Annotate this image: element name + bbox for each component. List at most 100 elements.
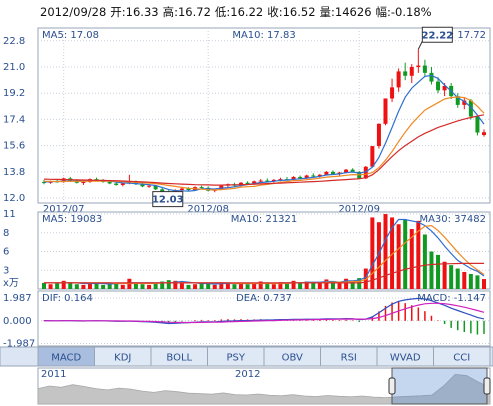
candle-body — [324, 171, 329, 175]
y-tick-label: 11 — [3, 209, 16, 220]
legend-entry: MACD: -1.147 — [417, 293, 486, 304]
y-tick-label: -1.987 — [3, 339, 35, 350]
candle-body — [258, 180, 263, 182]
legend-entry: MA30: 37482 — [419, 214, 486, 225]
quote-label: 高: — [163, 5, 178, 19]
y-tick-label: 22.8 — [3, 36, 25, 47]
overview-window — [391, 367, 488, 405]
legend-entry: MA10: 21321 — [231, 214, 298, 225]
tab-label: WVAD — [390, 353, 421, 364]
candle-body — [107, 182, 112, 184]
quote-value: 16.72 — [178, 5, 211, 19]
volume-bar — [55, 283, 60, 289]
volume-bar — [94, 283, 99, 289]
volume-bar — [475, 275, 480, 289]
candle-body — [140, 184, 145, 187]
quote-label: 收: — [267, 5, 282, 19]
volume-bar — [252, 282, 257, 289]
candle-body — [114, 183, 119, 185]
volume-bar — [311, 282, 316, 289]
candle-body — [376, 123, 381, 147]
quote-value: 14626 — [335, 5, 372, 19]
volume-bar — [455, 268, 460, 289]
volume-bar — [166, 280, 171, 289]
candle-body — [252, 181, 257, 185]
quote-value: 16.52 — [283, 5, 316, 19]
volume-bar — [449, 265, 454, 289]
quote-value: 16.33 — [126, 5, 159, 19]
candle-body — [455, 96, 460, 105]
volume-bar — [245, 284, 250, 289]
tab-label: KDJ — [114, 353, 131, 364]
overview-label: 2011 — [41, 369, 66, 380]
candle-body — [317, 174, 322, 177]
candle-body — [370, 146, 375, 167]
annotation-box — [421, 26, 453, 43]
candle-body — [42, 182, 46, 184]
candle-body — [436, 81, 441, 91]
candle-body — [291, 176, 296, 180]
volume-bar — [179, 283, 184, 289]
window-handle[interactable] — [388, 377, 396, 395]
y-tick-label: 13.8 — [3, 167, 25, 178]
quote-value: -0.18% — [391, 5, 432, 19]
volume-unit: x万 — [3, 278, 19, 289]
volume-bar — [232, 284, 237, 289]
y-tick-label: 1.987 — [3, 293, 32, 304]
candle-body — [271, 179, 276, 182]
candle-body — [429, 72, 434, 82]
x-tick-label: 2012/07 — [43, 204, 85, 215]
volume-bar — [133, 283, 138, 289]
quote-label: 幅: — [376, 5, 391, 19]
volume-bar — [337, 282, 342, 289]
volume-bar — [422, 234, 427, 289]
volume-bar — [317, 282, 322, 289]
volume-bar — [271, 284, 276, 289]
candle-body — [298, 176, 303, 179]
ma-line — [43, 74, 485, 192]
quote-label: 量: — [320, 5, 335, 19]
volume-bar — [147, 284, 152, 289]
panel-frame — [37, 290, 491, 347]
volume-bar — [87, 282, 92, 289]
volume-bar — [212, 284, 217, 289]
candle-body — [396, 71, 401, 88]
volume-bar — [114, 282, 119, 289]
candle-body — [278, 179, 283, 181]
volume-bar — [291, 280, 296, 289]
volume-bar — [81, 284, 86, 289]
candle-body — [61, 178, 66, 183]
volume-bar — [219, 282, 224, 289]
volume-bar — [370, 217, 375, 289]
volume-bar — [442, 261, 447, 289]
volume-bar — [42, 282, 46, 289]
candle-body — [179, 188, 184, 191]
candle-body — [462, 100, 467, 105]
volume-bar — [258, 281, 263, 289]
candle-body — [304, 175, 309, 179]
volume-bar — [416, 220, 421, 289]
candle-body — [265, 180, 270, 182]
volume-bar — [68, 282, 73, 289]
candle-body — [199, 187, 204, 189]
volume-bar — [225, 282, 230, 289]
candle-body — [81, 182, 86, 184]
panel-frame — [37, 211, 491, 290]
tab-label: MACD — [51, 353, 81, 364]
quote-line: 2012/09/28 开:16.33 高:16.72 低:16.22 收:16.52 量:… — [40, 5, 432, 19]
candle-body — [416, 65, 421, 68]
legend-entry: MA10: 17.83 — [232, 30, 295, 41]
y-tick-label: 12.0 — [3, 193, 25, 204]
candle-body — [468, 100, 473, 117]
annotation-box — [152, 191, 184, 208]
window-handle[interactable] — [483, 377, 491, 395]
tab-label: OBV — [282, 353, 303, 364]
volume-bar — [390, 217, 395, 289]
tab-label: RSI — [341, 353, 357, 364]
tab[interactable] — [433, 346, 491, 367]
x-tick-label: 2012/08 — [187, 204, 229, 215]
volume-bar — [107, 284, 112, 289]
volume-bar — [199, 282, 204, 289]
volume-bar — [278, 282, 283, 289]
